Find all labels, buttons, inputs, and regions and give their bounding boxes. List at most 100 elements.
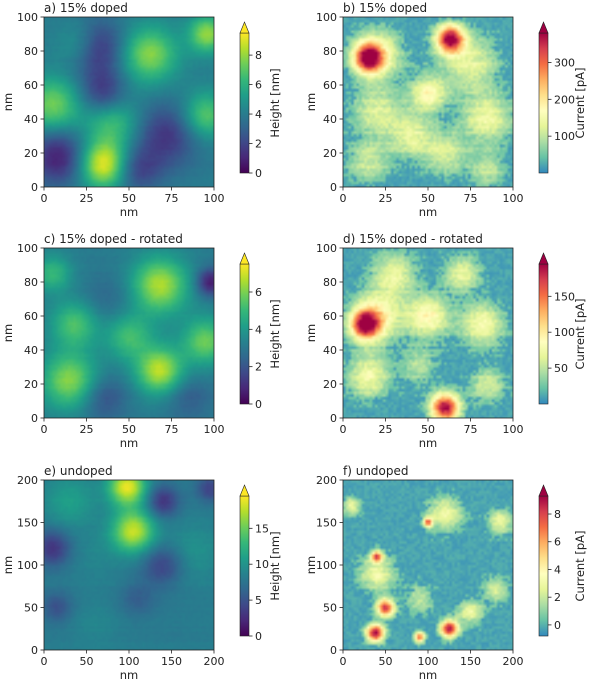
x-axis-label-e: nm <box>120 668 139 682</box>
colorbar-tick-label-b: 100 <box>554 130 575 143</box>
x-tick-label-a: 75 <box>165 192 179 205</box>
x-tick-label-d: 75 <box>464 423 478 436</box>
y-axis-label-c: nm <box>1 324 15 343</box>
y-tick-label-c: 0 <box>31 412 38 425</box>
heatmap-image-b <box>343 17 513 187</box>
y-tick-label-b: 20 <box>323 147 337 160</box>
x-tick-label-c: 100 <box>204 423 225 436</box>
y-tick-label-b: 40 <box>323 113 337 126</box>
y-tick-label-e: 0 <box>31 644 38 657</box>
colorbar-tick-label-f: 4 <box>554 563 561 576</box>
colorbar-tick-label-a: 6 <box>255 79 262 92</box>
x-tick-label-c: 25 <box>80 423 94 436</box>
colorbar-extend-b <box>538 21 549 34</box>
y-tick-label-a: 80 <box>24 45 38 58</box>
y-tick-label-e: 200 <box>17 474 38 487</box>
y-tick-label-c: 100 <box>17 242 38 255</box>
x-tick-label-f: 150 <box>460 655 481 668</box>
colorbar-c <box>239 263 250 405</box>
panel-d: d) 15% doped - rotated 0 25 50 75 100 0 20 40 60 8… <box>304 232 587 450</box>
heatmap-image-a <box>44 17 214 187</box>
panel-title-f: f) undoped <box>343 464 409 478</box>
x-tick-label-a: 50 <box>122 192 136 205</box>
panel-title-b: b) 15% doped <box>343 1 427 15</box>
y-axis-label-f: nm <box>304 556 318 575</box>
x-tick-label-f: 100 <box>418 655 439 668</box>
x-tick-label-a: 100 <box>204 192 225 205</box>
y-tick-label-a: 0 <box>31 181 38 194</box>
colorbar-tick-label-a: 0 <box>255 167 262 180</box>
colorbar-tick-label-c: 6 <box>255 286 262 299</box>
colorbar-tick-label-a: 4 <box>255 108 262 121</box>
x-tick-label-f: 200 <box>503 655 524 668</box>
y-tick-label-e: 100 <box>17 559 38 572</box>
y-tick-label-c: 80 <box>24 276 38 289</box>
heatmap-image-c <box>44 248 214 418</box>
x-tick-label-f: 50 <box>379 655 393 668</box>
x-tick-label-a: 0 <box>41 192 48 205</box>
heatmap-image-f <box>343 480 513 650</box>
panel-a: a) 15% doped 0 25 50 75 100 0 20 40 60 80 100 nm nm 0 2… <box>1 1 282 219</box>
colorbar-b <box>538 32 549 174</box>
y-tick-label-f: 100 <box>316 559 337 572</box>
colorbar-a <box>239 32 250 174</box>
colorbar-label-f: Current [pA] <box>573 531 587 602</box>
x-axis-label-d: nm <box>419 436 438 450</box>
colorbar-f <box>538 495 549 637</box>
y-axis-label-a: nm <box>1 93 15 112</box>
x-tick-label-b: 0 <box>340 192 347 205</box>
y-axis-label-b: nm <box>304 93 318 112</box>
colorbar-tick-label-f: 0 <box>554 619 561 632</box>
panel-e: e) undoped 0 50 100 150 200 0 50 100 150 200 nm nm 0 5… <box>1 464 282 682</box>
panel-title-c: c) 15% doped - rotated <box>44 232 183 246</box>
colorbar-tick-label-a: 8 <box>255 49 262 62</box>
colorbar-label-d: Current [pA] <box>573 299 587 370</box>
colorbar-tick-label-d: 100 <box>554 326 575 339</box>
panel-f: f) undoped 0 50 100 150 200 0 50 100 150 200 nm nm 0 2… <box>304 464 587 682</box>
x-tick-label-e: 200 <box>204 655 225 668</box>
y-tick-label-b: 60 <box>323 79 337 92</box>
colorbar-tick-label-b: 300 <box>554 56 575 69</box>
x-axis-label-a: nm <box>120 205 139 219</box>
colorbar-tick-label-f: 6 <box>554 536 561 549</box>
colorbar-extend-a <box>239 21 250 34</box>
x-tick-label-d: 25 <box>379 423 393 436</box>
x-tick-label-e: 50 <box>80 655 94 668</box>
colorbar-label-a: Height [nm] <box>268 68 282 137</box>
x-tick-label-b: 50 <box>421 192 435 205</box>
colorbar-tick-label-e: 10 <box>255 558 269 571</box>
x-tick-label-b: 25 <box>379 192 393 205</box>
y-tick-label-e: 50 <box>24 602 38 615</box>
colorbar-extend-f <box>538 484 549 497</box>
heatmap-image-e <box>44 480 214 650</box>
colorbar-tick-label-f: 8 <box>554 508 561 521</box>
y-tick-label-f: 150 <box>316 517 337 530</box>
colorbar-extend-c <box>239 252 250 265</box>
y-tick-label-a: 100 <box>17 11 38 24</box>
colorbar-tick-label-f: 2 <box>554 591 561 604</box>
colorbar-d <box>538 263 549 405</box>
x-tick-label-e: 0 <box>41 655 48 668</box>
colorbar-tick-label-c: 2 <box>255 361 262 374</box>
y-tick-label-d: 0 <box>330 412 337 425</box>
colorbar-tick-label-d: 50 <box>554 362 568 375</box>
y-axis-label-d: nm <box>304 324 318 343</box>
colorbar-extend-e <box>239 484 250 497</box>
y-tick-label-a: 20 <box>24 147 38 160</box>
x-tick-label-b: 75 <box>464 192 478 205</box>
y-tick-label-e: 150 <box>17 517 38 530</box>
colorbar-tick-label-e: 15 <box>255 522 269 535</box>
colorbar-tick-label-c: 4 <box>255 323 262 336</box>
heatmap-image-d <box>343 248 513 418</box>
y-tick-label-f: 50 <box>323 602 337 615</box>
y-tick-label-a: 40 <box>24 113 38 126</box>
x-tick-label-b: 100 <box>503 192 524 205</box>
colorbar-tick-label-e: 0 <box>255 630 262 643</box>
x-tick-label-a: 25 <box>80 192 94 205</box>
colorbar-e <box>239 495 250 637</box>
x-tick-label-f: 0 <box>340 655 347 668</box>
y-tick-label-b: 80 <box>323 45 337 58</box>
y-tick-label-d: 100 <box>316 242 337 255</box>
y-tick-label-d: 20 <box>323 378 337 391</box>
